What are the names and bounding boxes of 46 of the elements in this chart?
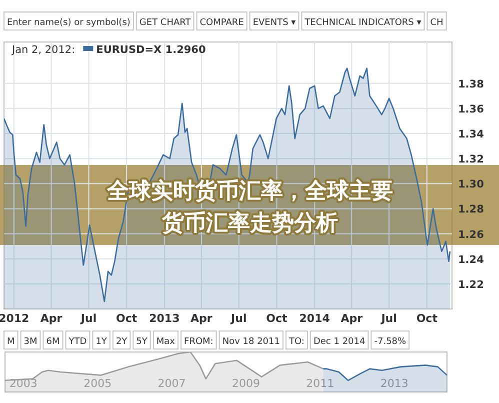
text: -7.58% bbox=[374, 337, 407, 347]
text: 1Y bbox=[96, 337, 108, 347]
x-tick-label: Jul bbox=[80, 312, 97, 325]
text: 5Y bbox=[136, 337, 148, 347]
y-tick-label: 1.34 bbox=[458, 128, 484, 141]
y-tick-label: 1.24 bbox=[458, 254, 484, 266]
text: 2Y bbox=[116, 337, 128, 347]
text: 6M bbox=[46, 337, 60, 347]
text: TO: bbox=[288, 337, 304, 347]
y-tick-label: 1.36 bbox=[458, 103, 484, 116]
x-tick-label: 2014 bbox=[299, 312, 330, 325]
x-tick-label: 2013 bbox=[149, 312, 180, 325]
x-tick-label: Oct bbox=[266, 312, 288, 325]
text: 3M bbox=[24, 337, 38, 347]
x-tick-label: Oct bbox=[116, 312, 138, 325]
y-tick-label: 1.26 bbox=[458, 228, 484, 241]
y-tick-label: 1.32 bbox=[458, 154, 484, 166]
text: M bbox=[7, 337, 15, 347]
x-tick-label: Apr bbox=[40, 312, 63, 325]
x-tick-label: Apr bbox=[190, 312, 213, 325]
text: EVENTS ▾ bbox=[252, 18, 296, 28]
text: YTD bbox=[68, 337, 87, 347]
x-tick-label: Jul bbox=[230, 312, 247, 325]
text: TECHNICAL INDICATORS ▾ bbox=[304, 18, 422, 28]
x-tick-label: Oct bbox=[416, 312, 438, 325]
x-tick-label: 2007 bbox=[158, 377, 186, 390]
text: Dec 1 2014 bbox=[313, 337, 366, 347]
y-tick-label: 1.28 bbox=[458, 204, 484, 216]
text: CH bbox=[430, 18, 444, 28]
text: Max bbox=[156, 337, 176, 347]
y-tick-label: 1.38 bbox=[458, 78, 484, 90]
text: Nov 18 2011 bbox=[222, 337, 280, 347]
y-tick-label: 1.30 bbox=[458, 178, 484, 191]
y-tick-label: 1.22 bbox=[458, 278, 484, 291]
x-tick-label: Apr bbox=[340, 312, 364, 325]
x-tick-label: 2011 bbox=[306, 377, 334, 390]
text: FROM: bbox=[184, 337, 214, 347]
text: GET CHART bbox=[139, 18, 192, 28]
text: Enter name(s) or symbol(s) bbox=[7, 18, 130, 28]
x-tick-label: 2009 bbox=[232, 377, 260, 390]
x-tick-label: 2013 bbox=[380, 377, 408, 390]
legend-title: Jan 2, 2012: bbox=[11, 44, 76, 56]
x-tick-label: 2005 bbox=[84, 377, 112, 390]
text: COMPARE bbox=[200, 18, 244, 28]
legend-label: EURUSD=X 1.2960 bbox=[96, 44, 206, 56]
x-tick-label: Jul bbox=[380, 312, 397, 325]
